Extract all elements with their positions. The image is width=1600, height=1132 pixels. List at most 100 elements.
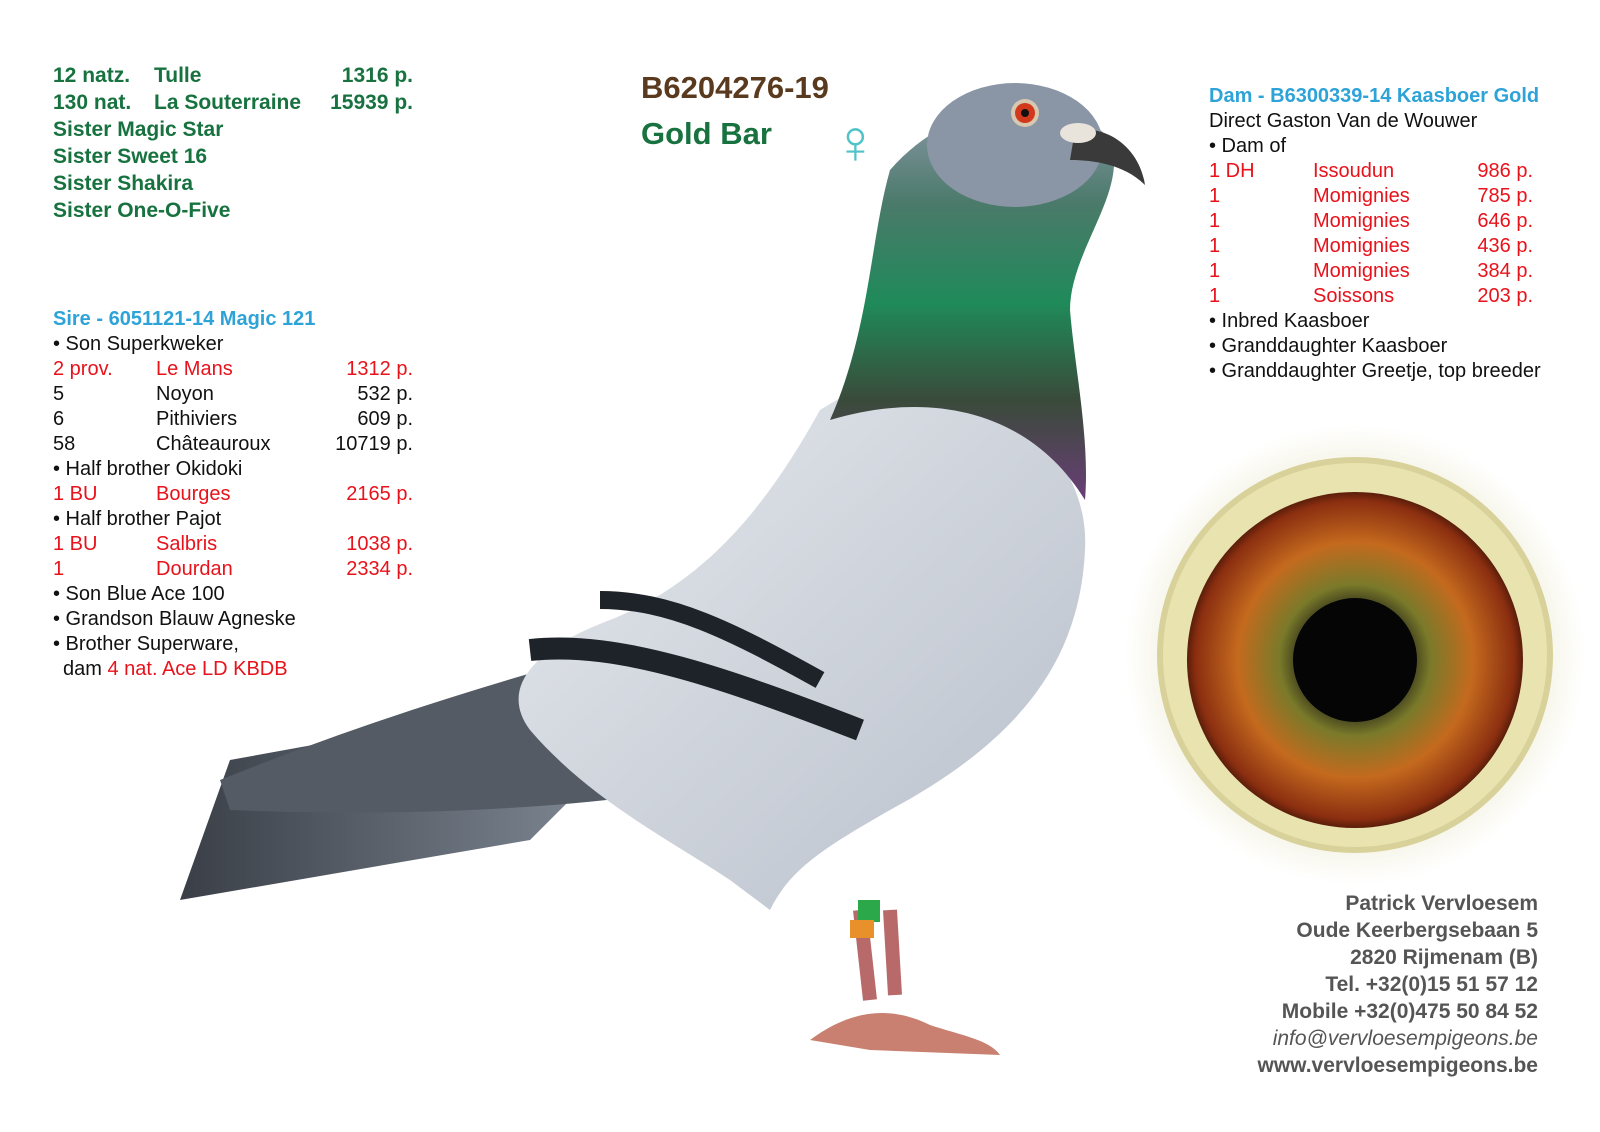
bullet-line: • Granddaughter Kaasboer	[1209, 335, 1448, 357]
result-pts: 609 p.	[357, 408, 413, 430]
result-race: Dourdan	[156, 558, 233, 580]
result-place: 1	[1209, 235, 1221, 257]
result-row: 58 Châteauroux 10719 p.	[53, 432, 413, 457]
green-ring-shape	[858, 900, 880, 922]
result-row: 1 Momignies 646 p.	[1209, 209, 1569, 234]
body-shape	[518, 380, 1086, 910]
result-place: 1 BU	[53, 483, 98, 505]
contact-city: 2820 Rijmenam (B)	[1350, 946, 1538, 969]
result-pts: 384 p.	[1477, 260, 1533, 282]
result-place: 1	[1209, 185, 1221, 207]
bullet-line: • Inbred Kaasboer	[1209, 310, 1370, 332]
result-place: 2 prov.	[53, 358, 113, 380]
dam-block: Dam - B6300339-14 Kaasboer Gold Direct G…	[1209, 83, 1569, 384]
result-race: Soissons	[1313, 285, 1395, 307]
dam-lines: • Dam of 1 DH Issoudun 986 p. 1 Momignies 785 …	[1209, 134, 1569, 384]
result-pts: 1038 p.	[346, 533, 413, 555]
result-race: Momignies	[1313, 210, 1410, 232]
sire-lines: • Son Superkweker 2 prov. Le Mans 1312 p. 5 N…	[53, 332, 413, 657]
pupil-shape	[1021, 109, 1029, 117]
result-row: 6 Pithiviers 609 p.	[53, 407, 413, 432]
contact-tel: Tel. +32(0)15 51 57 12	[1325, 973, 1538, 996]
female-symbol-icon: ♀	[832, 108, 879, 177]
dam-subtitle: Direct Gaston Van de Wouwer	[1209, 110, 1478, 132]
result-pts: 986 p.	[1477, 160, 1533, 182]
sister-line: Sister Sweet 16	[53, 145, 208, 168]
bullet-line: • Son Superkweker	[53, 333, 224, 355]
wing-bar-shape	[599, 591, 825, 688]
result-race: Le Mans	[156, 358, 233, 380]
top-result-row: 12 natz. Tulle 1316 p.	[53, 64, 413, 87]
dam-title: Dam - B6300339-14 Kaasboer Gold	[1209, 85, 1540, 107]
bullet-line: • Grandson Blauw Agneske	[53, 608, 296, 630]
beak-shape	[1070, 129, 1145, 185]
result-row: 1 Momignies 384 p.	[1209, 259, 1569, 284]
result-pts: 785 p.	[1477, 185, 1533, 207]
top-result-row: 130 nat. La Souterraine 15939 p.	[53, 91, 413, 114]
result-race: Noyon	[156, 383, 214, 405]
result-pts: 1312 p.	[346, 358, 413, 380]
eye-pupil-shape	[1293, 598, 1417, 722]
wing-bar-shape	[528, 637, 864, 741]
result-place: 5	[53, 383, 65, 405]
result-race: Pithiviers	[156, 408, 238, 430]
result-place: 1	[1209, 210, 1221, 232]
ring-number: B6204276-19	[641, 70, 829, 105]
feet-shape	[810, 1013, 1000, 1055]
result-place: 6	[53, 408, 65, 430]
sister-line: Sister One-O-Five	[53, 199, 231, 222]
bullet-line: • Half brother Pajot	[53, 508, 222, 530]
result-race: Salbris	[156, 533, 218, 555]
result-race: Châteauroux	[156, 433, 271, 455]
sister-line: Sister Shakira	[53, 172, 194, 195]
contact-block: Patrick Vervloesem Oude Keerbergsebaan 5…	[1258, 890, 1539, 1079]
result-pts: 436 p.	[1477, 235, 1533, 257]
result-pts: 532 p.	[357, 383, 413, 405]
result-pts: 646 p.	[1477, 210, 1533, 232]
result-place: 1 DH	[1209, 160, 1255, 182]
contact-email-link[interactable]: info@vervloesempigeons.be	[1272, 1027, 1538, 1050]
cere-shape	[1060, 123, 1096, 143]
bullet-line: • Brother Superware,	[53, 633, 239, 655]
result-row: 1 DH Issoudun 986 p.	[1209, 159, 1569, 184]
result-race: Issoudun	[1313, 160, 1395, 182]
result-place: 1 BU	[53, 533, 98, 555]
orange-ring-shape	[850, 920, 874, 938]
result-race: Momignies	[1313, 235, 1410, 257]
sire-block: Sire - 6051121-14 Magic 121 • Son Superk…	[53, 306, 413, 682]
result-pts: 203 p.	[1477, 285, 1533, 307]
bullet-line: • Granddaughter Greetje, top breeder	[1209, 360, 1541, 382]
contact-street: Oude Keerbergsebaan 5	[1296, 919, 1538, 942]
result-race: Momignies	[1313, 185, 1410, 207]
result-place: 58	[53, 433, 76, 455]
eye-closeup-image	[1125, 425, 1585, 885]
bullet-line: • Half brother Okidoki	[53, 458, 243, 480]
result-pts: 10719 p.	[335, 433, 413, 455]
result-place: 1	[1209, 285, 1221, 307]
result-row: 5 Noyon 532 p.	[53, 382, 413, 407]
result-pts: 2334 p.	[346, 558, 413, 580]
pigeon-image	[180, 83, 1145, 1055]
result-row: 1 Soissons 203 p.	[1209, 284, 1569, 309]
result-place: 1	[1209, 260, 1221, 282]
result-row: 1 BU Bourges 2165 p.	[53, 482, 413, 507]
result-race: Bourges	[156, 483, 231, 505]
result-pts: 2165 p.	[346, 483, 413, 505]
result-row: 1 BU Salbris 1038 p.	[53, 532, 413, 557]
result-row: 1 Momignies 436 p.	[1209, 234, 1569, 259]
result-row: 1 Momignies 785 p.	[1209, 184, 1569, 209]
contact-mobile: Mobile +32(0)475 50 84 52	[1281, 1000, 1538, 1023]
head-shape	[927, 83, 1103, 207]
sister-line: Sister Magic Star	[53, 118, 224, 141]
contact-website-link[interactable]: www.vervloesempigeons.be	[1257, 1054, 1539, 1077]
neck-shape	[830, 105, 1115, 500]
sire-last-line: dam 4 nat. Ace LD KBDB	[63, 658, 288, 680]
result-place: 1	[53, 558, 65, 580]
bullet-line: • Son Blue Ace 100	[53, 583, 225, 605]
result-row: 1 Dourdan 2334 p.	[53, 557, 413, 582]
sire-title: Sire - 6051121-14 Magic 121	[53, 308, 316, 330]
top-results: 12 natz. Tulle 1316 p. 130 nat. La Soute…	[53, 62, 433, 224]
pigeon-name: Gold Bar	[641, 116, 772, 151]
result-race: Momignies	[1313, 260, 1410, 282]
contact-name: Patrick Vervloesem	[1345, 892, 1538, 915]
